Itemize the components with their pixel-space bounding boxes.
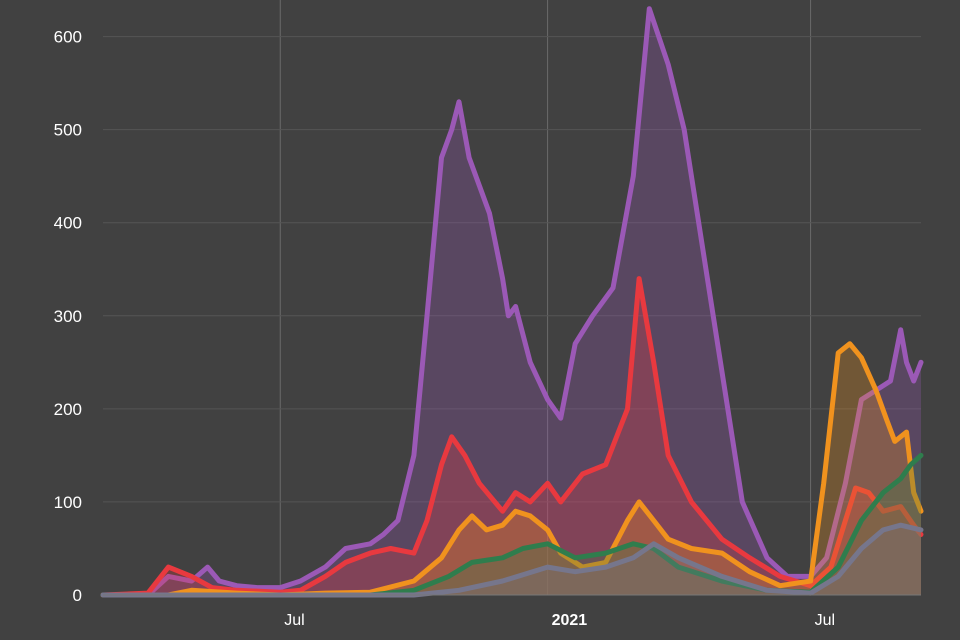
series-3-area (103, 455, 921, 595)
y-tick-label: 300 (54, 307, 82, 326)
series-3-line (100, 452, 924, 598)
y-tick-label: 200 (54, 400, 82, 419)
series-1-line (100, 276, 924, 598)
y-tick-label: 100 (54, 493, 82, 512)
x-tick-label: Jul (284, 612, 304, 629)
series-layer (100, 6, 924, 598)
y-tick-label: 500 (54, 121, 82, 140)
y-tick-label: 600 (54, 28, 82, 47)
series-0-area (103, 8, 921, 595)
vertical-gridlines (279, 0, 812, 595)
series-0-line (100, 6, 924, 598)
y-axis: 0 100 200 300 400 500 600 (54, 28, 82, 605)
series-4-line (100, 522, 924, 598)
x-tick-label: Jul (815, 612, 835, 629)
y-tick-label: 0 (73, 586, 82, 605)
series-2-area (103, 343, 921, 595)
series-4-area (103, 525, 921, 595)
horizontal-gridlines (103, 36, 921, 503)
y-tick-label: 400 (54, 214, 82, 233)
x-tick-label: 2021 (552, 612, 588, 629)
x-axis: Jul 2021 Jul (284, 612, 835, 629)
series-2-line (100, 341, 924, 598)
